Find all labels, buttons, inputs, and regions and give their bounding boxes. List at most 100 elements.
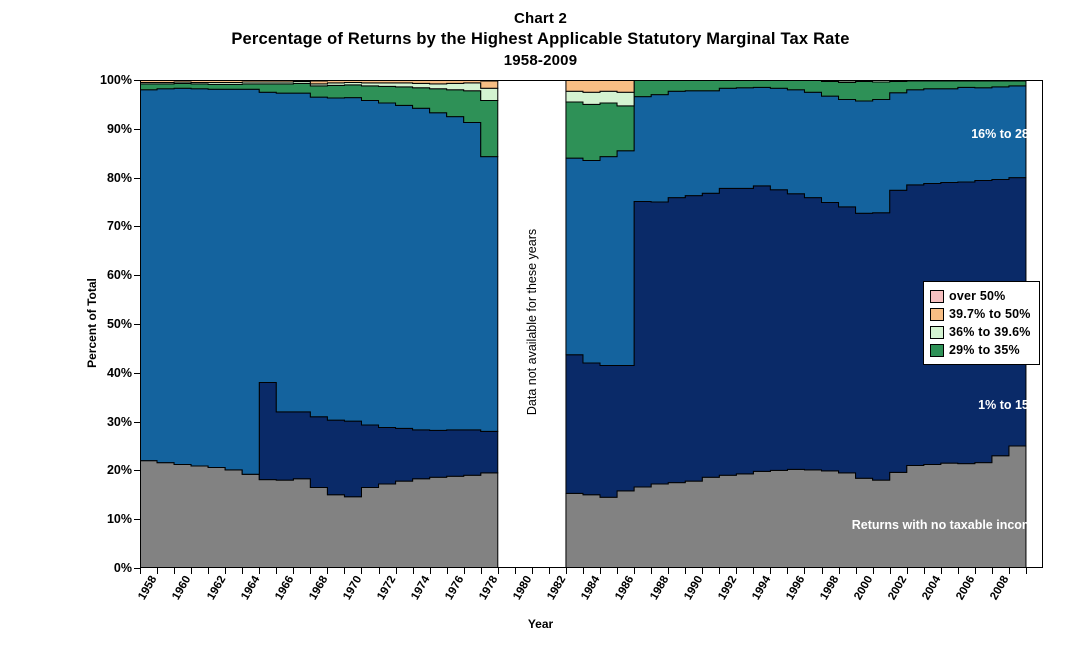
y-tick-label-100pct: 100% bbox=[100, 73, 132, 87]
x-tick-mark bbox=[685, 568, 687, 574]
x-tick-mark bbox=[889, 568, 891, 574]
legend-item-0[interactable]: over 50% bbox=[930, 287, 1031, 305]
y-tick-mark bbox=[134, 275, 140, 277]
x-tick-label-1998: 1998 bbox=[818, 574, 842, 603]
y-tick-mark bbox=[134, 128, 140, 130]
x-tick-label-1992: 1992 bbox=[715, 574, 740, 603]
series-label-no-taxable-income: Returns with no taxable income bbox=[851, 518, 1040, 532]
x-tick-label-2004: 2004 bbox=[920, 574, 944, 603]
x-tick-mark bbox=[531, 568, 533, 574]
y-tick-label-60pct: 60% bbox=[106, 268, 132, 283]
y-tick-mark bbox=[134, 80, 140, 81]
x-tick-label-2000: 2000 bbox=[852, 574, 876, 603]
x-tick-label-1978: 1978 bbox=[477, 574, 501, 603]
x-tick-mark bbox=[412, 568, 414, 574]
x-tick-mark bbox=[208, 568, 210, 574]
x-tick-mark bbox=[548, 568, 550, 574]
x-tick-mark bbox=[957, 568, 959, 574]
x-tick-mark bbox=[514, 568, 516, 574]
x-tick-label-1966: 1966 bbox=[272, 574, 297, 603]
x-tick-label-1960: 1960 bbox=[170, 574, 194, 603]
x-tick-label-1990: 1990 bbox=[681, 574, 705, 603]
x-tick-label-2006: 2006 bbox=[954, 574, 978, 603]
legend-label: 39.7% to 50% bbox=[949, 307, 1031, 321]
y-tick-label-0pct: 0% bbox=[113, 561, 132, 575]
x-tick-mark bbox=[463, 568, 465, 574]
y-tick-label-80pct: 80% bbox=[106, 170, 132, 185]
x-tick-mark bbox=[361, 568, 363, 574]
x-tick-mark bbox=[310, 568, 312, 574]
x-tick-mark bbox=[344, 568, 346, 574]
x-tick-mark bbox=[600, 568, 602, 574]
x-tick-label-1968: 1968 bbox=[306, 574, 331, 603]
x-tick-mark bbox=[634, 568, 636, 574]
x-tick-mark bbox=[719, 568, 721, 574]
legend-item-3[interactable]: 29% to 35% bbox=[930, 341, 1031, 359]
legend-swatch-icon bbox=[930, 289, 944, 303]
x-tick-mark bbox=[191, 568, 193, 574]
x-tick-label-1996: 1996 bbox=[784, 574, 808, 603]
x-tick-mark bbox=[174, 568, 176, 574]
chart-title-line-1: Chart 2 bbox=[513, 10, 568, 27]
x-tick-mark bbox=[395, 568, 397, 574]
chart-legend: over 50% 39.7% to 50% 36% to 39.6% 29% to 3… bbox=[923, 281, 1040, 365]
y-tick-mark bbox=[134, 470, 140, 472]
chart-title-line-2: Percentage of Returns by the Highest App… bbox=[231, 30, 850, 48]
x-tick-label-1976: 1976 bbox=[443, 574, 467, 603]
x-tick-label-1994: 1994 bbox=[749, 574, 774, 603]
x-tick-mark bbox=[140, 568, 141, 574]
x-tick-mark bbox=[668, 568, 670, 574]
x-tick-mark bbox=[327, 568, 329, 574]
x-tick-mark bbox=[446, 568, 448, 574]
x-tick-label-1962: 1962 bbox=[204, 574, 228, 603]
x-tick-label-1984: 1984 bbox=[579, 574, 603, 603]
x-tick-label-1986: 1986 bbox=[613, 574, 637, 603]
y-tick-label-70pct: 70% bbox=[106, 219, 132, 234]
legend-swatch-icon bbox=[930, 307, 944, 321]
x-axis-title: Year bbox=[527, 617, 554, 631]
y-tick-label-20pct: 20% bbox=[106, 463, 132, 478]
x-tick-mark bbox=[651, 568, 653, 574]
y-tick-label-50pct: 50% bbox=[106, 317, 132, 331]
y-tick-mark bbox=[134, 226, 140, 228]
x-tick-mark bbox=[923, 568, 925, 574]
x-tick-label-1958: 1958 bbox=[136, 574, 160, 603]
x-tick-label-1974: 1974 bbox=[409, 574, 433, 603]
x-tick-mark bbox=[1025, 568, 1027, 574]
x-tick-label-2002: 2002 bbox=[886, 574, 910, 603]
x-tick-label-1970: 1970 bbox=[341, 574, 365, 603]
x-tick-label-2008: 2008 bbox=[988, 574, 1012, 603]
legend-item-1[interactable]: 39.7% to 50% bbox=[930, 305, 1031, 323]
x-tick-mark bbox=[838, 568, 840, 574]
x-tick-mark bbox=[565, 568, 567, 574]
x-tick-mark bbox=[497, 568, 499, 574]
x-tick-mark bbox=[259, 568, 261, 574]
x-tick-mark bbox=[378, 568, 380, 574]
plot-area bbox=[139, 77, 1043, 569]
x-tick-mark bbox=[855, 568, 857, 574]
x-tick-mark bbox=[293, 568, 295, 574]
x-tick-mark bbox=[974, 568, 976, 574]
x-tick-label-1980: 1980 bbox=[511, 574, 535, 603]
y-tick-label-30pct: 30% bbox=[106, 414, 132, 429]
x-tick-mark bbox=[617, 568, 619, 574]
x-tick-mark bbox=[480, 568, 482, 574]
x-tick-mark bbox=[276, 568, 278, 574]
legend-item-2[interactable]: 36% to 39.6% bbox=[930, 323, 1031, 341]
y-tick-mark bbox=[134, 372, 140, 374]
y-tick-label-90pct: 90% bbox=[106, 121, 132, 136]
series-label-1-to-15: 1% to 15% bbox=[978, 398, 1040, 412]
x-tick-mark bbox=[787, 568, 789, 574]
series-label-16-to-28: 16% to 28% bbox=[971, 127, 1040, 141]
x-tick-mark bbox=[1008, 568, 1010, 574]
y-tick-mark bbox=[134, 568, 140, 569]
x-tick-label-1982: 1982 bbox=[545, 574, 569, 603]
legend-label: 29% to 35% bbox=[949, 343, 1020, 357]
x-tick-mark bbox=[804, 568, 806, 574]
x-tick-mark bbox=[940, 568, 942, 574]
y-tick-label-40pct: 40% bbox=[106, 365, 132, 380]
x-tick-label-1988: 1988 bbox=[647, 574, 671, 603]
x-tick-mark bbox=[582, 568, 584, 574]
